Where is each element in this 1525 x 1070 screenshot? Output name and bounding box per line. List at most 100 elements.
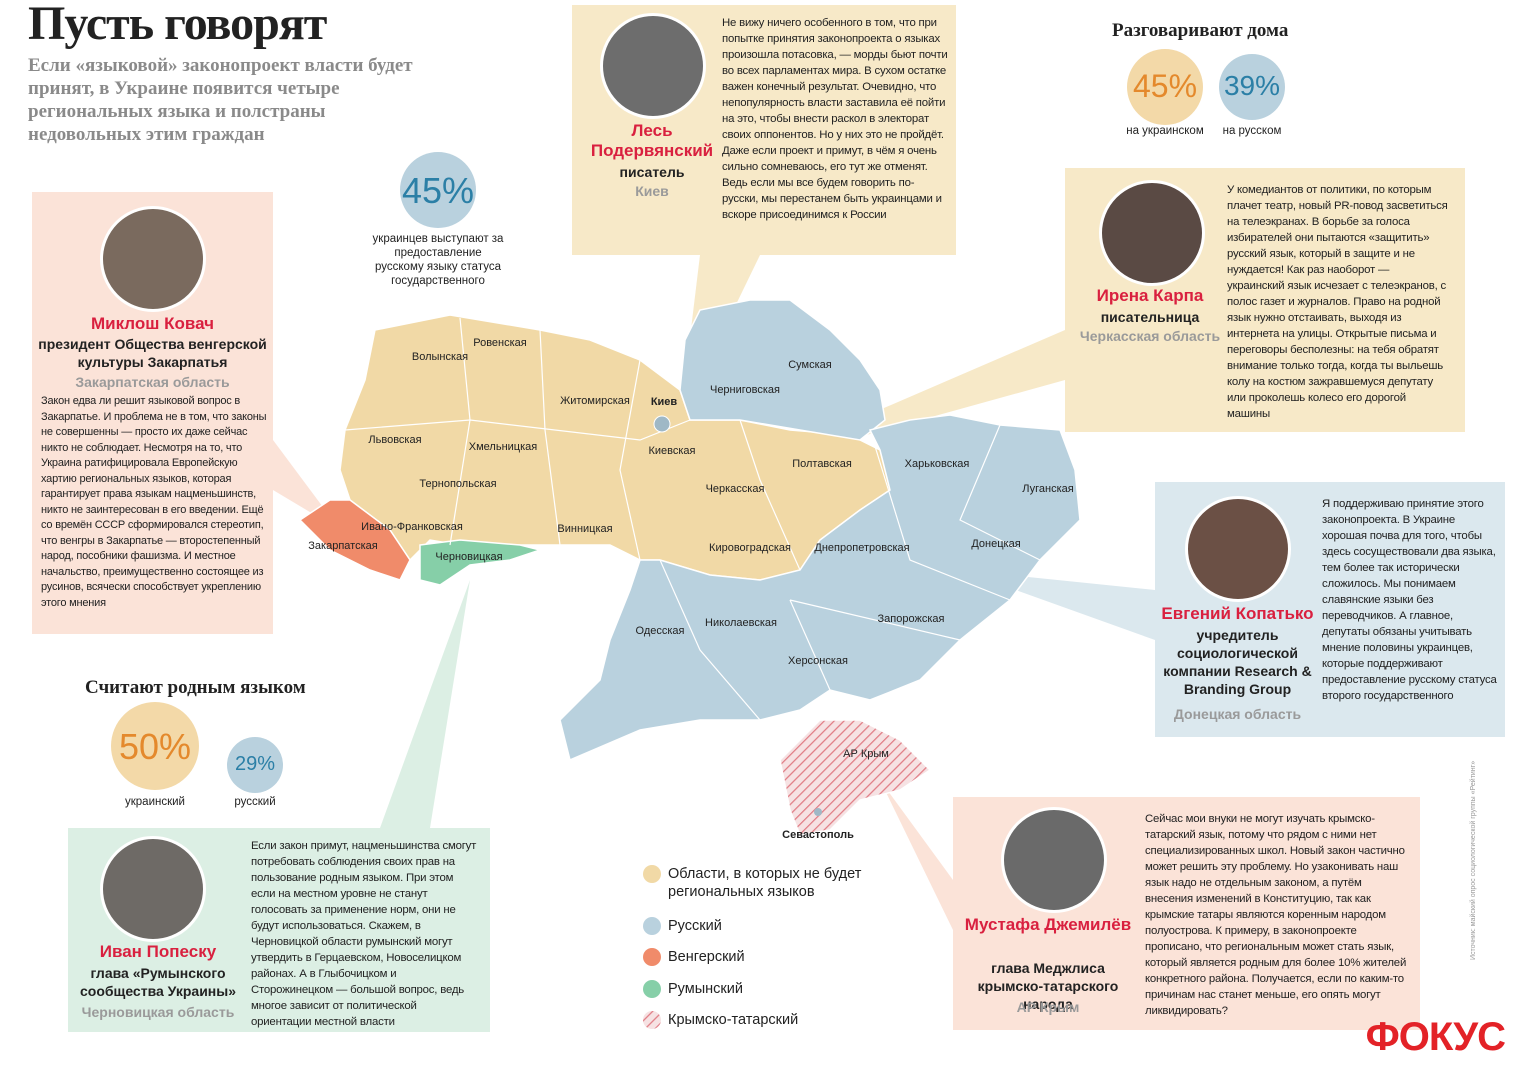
quote-card: Лесь Подервянский писатель Киев Не вижу …: [572, 5, 956, 255]
person-role: президент Общества венгерской культуры З…: [38, 336, 267, 370]
stat-circle: [227, 737, 283, 793]
region-label: Хмельницкая: [469, 441, 537, 453]
person-name: Ирена Карпа: [1096, 286, 1204, 305]
legend-swatch: [643, 917, 661, 935]
region-label: Киевская: [648, 445, 695, 457]
stat-value: 39%: [1223, 70, 1281, 101]
border: [619, 359, 641, 561]
region-label: Львовская: [368, 434, 421, 446]
region-label: Кировоградская: [709, 542, 791, 554]
quote-card: Ирена Карпа писательница Черкасская обла…: [1065, 168, 1465, 432]
region-label: Закарпатская: [308, 540, 377, 552]
legend-swatch: [643, 865, 661, 883]
stat-value: 45%: [1132, 68, 1198, 104]
stat-label: на украинском: [1126, 125, 1204, 137]
quote-text: Сейчас мои внуки не могут изучать крымск…: [1145, 813, 1407, 1017]
subtitle: Если «языковой» законопроект власти буде…: [28, 55, 413, 145]
title: Пусть говорят: [28, 0, 327, 50]
logo: ФОКУС: [1365, 1015, 1506, 1059]
section-title: Считают родным языком: [85, 677, 306, 698]
region-label: Одесская: [636, 625, 685, 637]
border: [659, 559, 761, 721]
region-label: Житомирская: [560, 395, 630, 407]
border: [739, 419, 801, 571]
kiev-marker: [653, 415, 671, 433]
region-label: Херсонская: [788, 655, 848, 667]
region-label: Днепропетровская: [814, 542, 909, 554]
legend-label: Румынский: [668, 981, 743, 997]
region-crimean-tatar: [779, 719, 932, 836]
person-role: писательница: [1100, 309, 1200, 325]
region-label: Ивано-Франковская: [361, 521, 463, 533]
stat-label: украинцев выступают за предоставление ру…: [372, 233, 504, 287]
stat-circle: [400, 152, 476, 228]
region-label: Киев: [651, 396, 678, 408]
region-labels: Волынская Ровенская Львовская Житомирская Ки…: [308, 337, 1073, 841]
region-label: Волынская: [412, 351, 468, 363]
section-title: Разговаривают дома: [1112, 20, 1289, 41]
source-note: Источник: майский опрос социологической …: [1470, 760, 1477, 960]
stat-circle: [1127, 49, 1203, 125]
region-label: Сумская: [788, 359, 832, 371]
legend-swatch: [643, 948, 661, 966]
portrait: [100, 206, 206, 312]
person-role: писатель: [619, 164, 685, 180]
person-place: Черновицкая область: [81, 1004, 235, 1020]
border: [789, 599, 831, 691]
region-label: Донецкая: [971, 538, 1020, 550]
border: [789, 599, 961, 641]
person-role: учредитель социологической компании Rese…: [1163, 627, 1312, 697]
quote-card: Евгений Копатько учредитель социологичес…: [1155, 482, 1505, 737]
quote-text: Не вижу ничего особенного в том, что при…: [722, 17, 948, 221]
quote-text: У комедиантов от политики, по которым пл…: [1227, 184, 1448, 420]
stat-circle: [1219, 54, 1285, 120]
person-name: Иван Попеску: [99, 942, 217, 961]
person-name: Евгений Копатько: [1161, 604, 1314, 623]
person-place: Киев: [635, 183, 669, 199]
person-name: Мустафа Джемилёв: [964, 915, 1132, 934]
legend-swatch: [643, 980, 661, 998]
region-label: Черкасская: [706, 483, 765, 495]
person-role: глава Меджлиса крымско-татарского народа: [977, 960, 1119, 1012]
quote-text: Если закон примут, нацменьшинства смогут…: [251, 840, 477, 1028]
region-label: Севастополь: [782, 829, 854, 841]
callout-tail: [880, 780, 953, 930]
region-label: Винницкая: [557, 523, 612, 535]
region-label: АР Крым: [843, 748, 889, 760]
portrait: [600, 13, 706, 119]
person-place: Донецкая область: [1173, 706, 1302, 722]
region-label: Черновицкая: [435, 551, 502, 563]
region-label: Запорожская: [878, 613, 945, 625]
region-hungarian: [298, 499, 411, 581]
sevastopol-marker: [814, 808, 822, 816]
quote-text: Я поддерживаю принятие этого законопроек…: [1322, 498, 1497, 702]
legend-label: Крымско-татарский: [668, 1012, 799, 1028]
quote-card: Миклош Ковач президент Общества венгерск…: [32, 192, 273, 634]
quote-card: Мустафа Джемилёв глава Меджлиса крымско-…: [953, 797, 1420, 1030]
stat-value: 29%: [234, 753, 276, 775]
legend-label: Венгерский: [668, 949, 745, 965]
region-russian: [559, 414, 1081, 762]
legend-swatch: [643, 1011, 661, 1029]
legend-label: Русский: [668, 918, 722, 934]
person-place: АР Крым: [1016, 999, 1080, 1015]
stat-label: на русском: [1222, 125, 1282, 137]
region-label: Тернопольская: [419, 478, 496, 490]
region-label: Николаевская: [705, 617, 777, 629]
person-name: Миклош Ковач: [90, 314, 215, 333]
border: [869, 429, 1011, 601]
border: [959, 424, 1041, 561]
border: [539, 329, 561, 546]
stat-circle: [111, 702, 199, 790]
region-label: Черниговская: [710, 384, 780, 396]
portrait: [1099, 180, 1205, 286]
stat-value: 50%: [118, 726, 192, 767]
portrait: [1185, 496, 1291, 602]
portrait: [1001, 807, 1107, 913]
region-label: Ровенская: [473, 337, 527, 349]
region-label: Полтавская: [792, 458, 852, 470]
region-russian: [679, 299, 886, 441]
person-place: Черкасская область: [1079, 328, 1221, 344]
